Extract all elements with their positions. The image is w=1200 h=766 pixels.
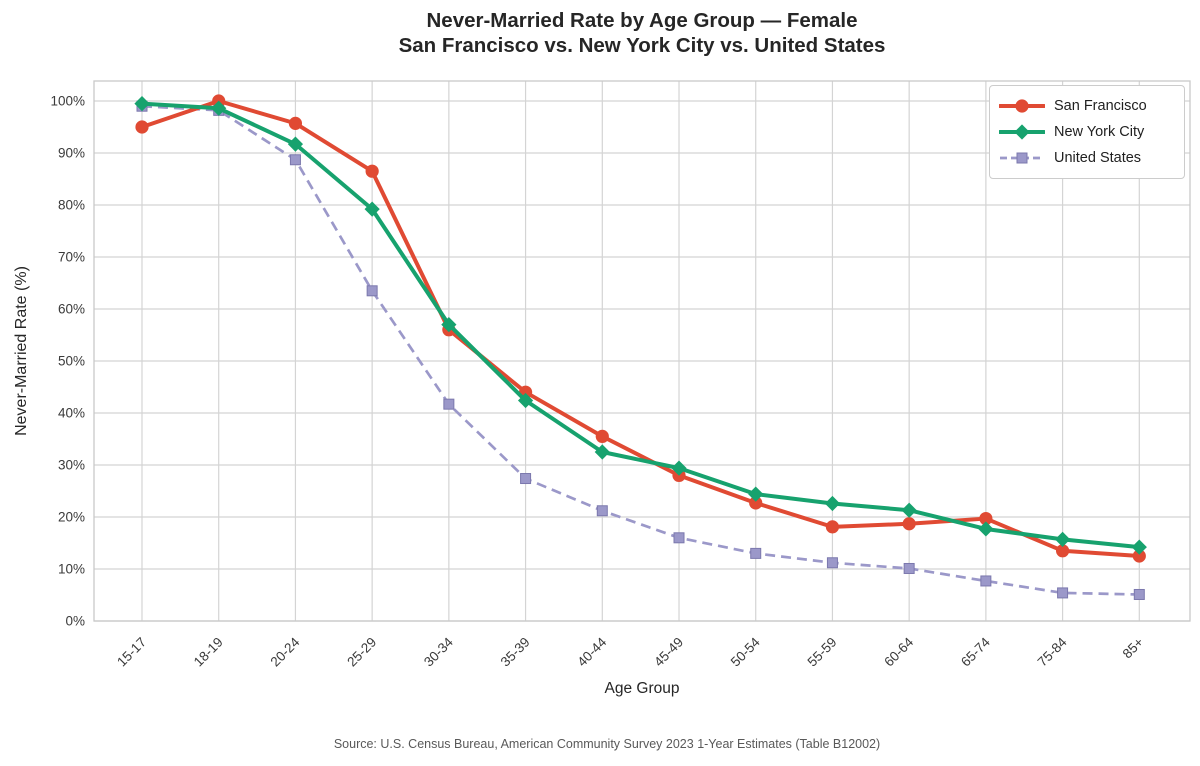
y-tick-label-100: 100% <box>50 94 85 109</box>
x-tick-label-60-64: 60-64 <box>881 634 916 669</box>
x-axis-title: Age Group <box>604 680 680 697</box>
marker-new-york-city-65-74 <box>978 521 994 537</box>
marker-united-states-75-84 <box>1057 587 1069 599</box>
y-tick-label-90: 90% <box>58 146 85 161</box>
legend: San Francisco New York City United State… <box>989 85 1185 179</box>
marker-united-states-55-59 <box>826 557 838 569</box>
marker-united-states-30-34 <box>443 398 455 410</box>
x-tick-label-15-17: 15-17 <box>114 635 149 670</box>
marker-united-states-35-39 <box>520 473 532 485</box>
legend-swatch-new-york-city-icon <box>999 124 1045 140</box>
marker-new-york-city-18-19 <box>211 100 227 116</box>
chart-title: Never-Married Rate by Age Group — Female <box>426 9 858 32</box>
series-line-san-francisco <box>140 99 1142 558</box>
marker-new-york-city-55-59 <box>824 495 841 512</box>
chart-title-block: Never-Married Rate by Age Group — Female… <box>84 8 1200 58</box>
legend-label-new-york-city: New York City <box>1054 124 1145 140</box>
legend-item-new-york-city: New York City <box>999 119 1174 145</box>
x-tick-label-25-29: 25-29 <box>344 635 379 670</box>
y-tick-label-80: 80% <box>58 198 85 213</box>
legend-label-united-states: United States <box>1054 150 1142 166</box>
y-axis-title: Never-Married Rate (%) <box>13 266 30 436</box>
legend-swatch-united-states-icon <box>1000 152 1044 164</box>
marker-united-states-50-54 <box>750 547 762 559</box>
marker-new-york-city-50-54 <box>748 486 764 502</box>
marker-new-york-city-40-44 <box>594 444 610 460</box>
legend-swatch-san-francisco-icon <box>999 99 1045 113</box>
marker-united-states-60-64 <box>903 562 915 574</box>
marker-san-francisco-85 <box>1132 549 1146 563</box>
y-tick-label-10: 10% <box>58 562 85 577</box>
marker-san-francisco-25-29 <box>365 164 379 178</box>
x-tick-label-35-39: 35-39 <box>498 635 533 670</box>
marker-new-york-city-30-34 <box>441 317 457 333</box>
marker-united-states-65-74 <box>980 575 992 587</box>
x-tick-label-65-74: 65-74 <box>958 634 993 669</box>
legend-swatch-marker <box>1015 99 1029 113</box>
x-tick-label-45-49: 45-49 <box>651 635 686 670</box>
x-tick-label-30-34: 30-34 <box>421 634 456 669</box>
marker-san-francisco-55-59 <box>825 520 840 534</box>
source-note: Source: U.S. Census Bureau, American Com… <box>333 737 881 751</box>
marker-united-states-40-44 <box>596 505 608 517</box>
marker-united-states-25-29 <box>366 285 378 297</box>
marker-new-york-city-15-17 <box>134 96 150 112</box>
y-tick-label-50: 50% <box>58 354 85 369</box>
x-tick-label-18-19: 18-19 <box>191 635 226 670</box>
y-tick-label-70: 70% <box>58 250 85 265</box>
marker-new-york-city-20-24 <box>287 136 304 152</box>
marker-new-york-city-45-49 <box>671 460 687 476</box>
marker-new-york-city-25-29 <box>364 201 380 217</box>
marker-san-francisco-15-17 <box>135 120 149 134</box>
y-tick-label-20: 20% <box>58 510 85 525</box>
series-san-francisco <box>135 94 1146 563</box>
marker-san-francisco-50-54 <box>749 496 763 510</box>
series-new-york-city <box>134 96 1147 555</box>
chart-subtitle: San Francisco vs. New York City vs. Unit… <box>398 34 886 57</box>
legend-swatch-marker <box>1016 152 1028 164</box>
marker-new-york-city-60-64 <box>901 502 917 518</box>
marker-san-francisco-60-64 <box>902 517 916 531</box>
y-tick-label-0: 0% <box>65 614 85 629</box>
marker-san-francisco-65-74 <box>979 511 993 526</box>
marker-san-francisco-75-84 <box>1055 544 1070 558</box>
marker-united-states-85 <box>1133 588 1145 600</box>
marker-san-francisco-40-44 <box>595 429 609 443</box>
marker-united-states-20-24 <box>289 154 301 166</box>
x-tick-label-55-59: 55-59 <box>805 635 840 670</box>
y-tick-label-30: 30% <box>58 458 85 473</box>
x-tick-label-75-84: 75-84 <box>1035 634 1070 669</box>
legend-label-san-francisco: San Francisco <box>1054 98 1147 114</box>
x-tick-label-20-24: 20-24 <box>268 634 303 669</box>
x-tick-label-40-44: 40-44 <box>574 634 609 669</box>
y-tick-label-60: 60% <box>58 302 85 317</box>
x-tick-label-50-54: 50-54 <box>728 634 763 669</box>
y-tick-label-40: 40% <box>58 406 85 421</box>
legend-item-san-francisco: San Francisco <box>999 93 1174 119</box>
plot-border <box>93 80 1191 622</box>
marker-new-york-city-85 <box>1131 539 1147 555</box>
marker-new-york-city-75-84 <box>1054 531 1071 547</box>
legend-item-united-states: United States <box>999 145 1174 171</box>
marker-san-francisco-20-24 <box>288 116 303 130</box>
legend-swatch-marker <box>1014 124 1030 140</box>
x-tick-label-85: 85+ <box>1120 634 1147 661</box>
marker-united-states-45-49 <box>673 532 685 544</box>
series-line-united-states <box>141 104 1140 596</box>
series-line-new-york-city <box>140 101 1142 550</box>
marker-new-york-city-35-39 <box>517 392 534 409</box>
